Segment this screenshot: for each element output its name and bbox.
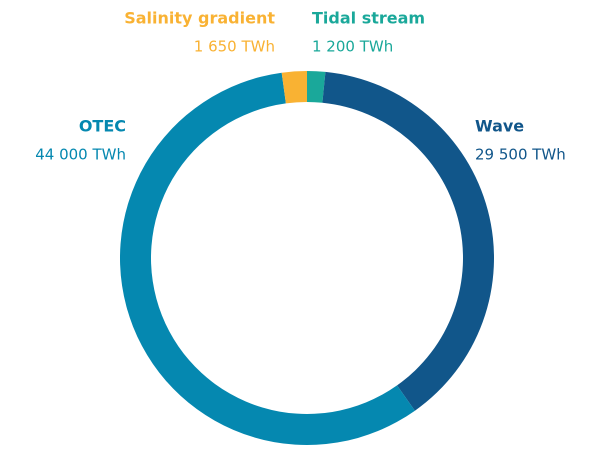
donut-segment — [307, 71, 326, 103]
donut-segment — [281, 71, 307, 104]
donut-segment — [322, 71, 495, 411]
segment-value: 29 500 TWh — [475, 146, 566, 164]
donut-segment — [120, 72, 415, 446]
segment-value: 44 000 TWh — [35, 146, 126, 164]
segment-name: Tidal stream — [312, 9, 425, 28]
segment-name: OTEC — [79, 117, 126, 136]
segment-name: Salinity gradient — [124, 9, 275, 28]
segment-name: Wave — [475, 117, 524, 136]
segment-value: 1 200 TWh — [312, 38, 393, 56]
segment-value: 1 650 TWh — [194, 38, 275, 56]
